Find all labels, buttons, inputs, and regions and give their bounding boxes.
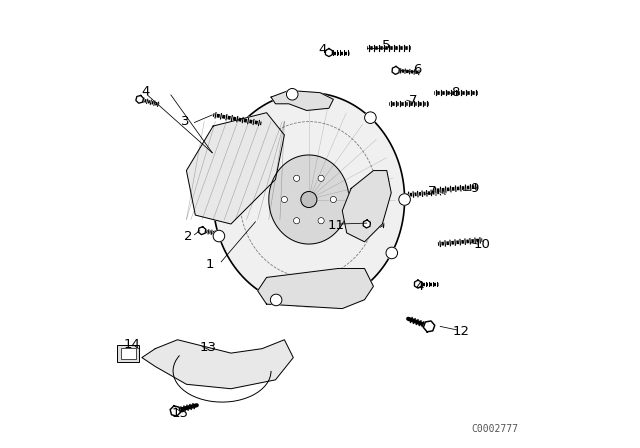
Circle shape	[294, 218, 300, 224]
Polygon shape	[213, 93, 404, 306]
Polygon shape	[142, 340, 293, 389]
Text: C0002777: C0002777	[471, 424, 518, 434]
Polygon shape	[186, 113, 284, 224]
Text: 7: 7	[428, 185, 436, 198]
Circle shape	[294, 175, 300, 181]
Polygon shape	[258, 268, 373, 309]
Text: 12: 12	[452, 325, 470, 338]
Circle shape	[386, 247, 397, 259]
Text: 3: 3	[181, 115, 190, 128]
Circle shape	[301, 191, 317, 207]
Text: 7: 7	[409, 94, 418, 107]
Polygon shape	[424, 321, 435, 332]
Text: 8: 8	[452, 86, 460, 99]
Polygon shape	[342, 171, 391, 242]
Text: 1: 1	[205, 258, 214, 271]
Polygon shape	[170, 406, 180, 416]
FancyBboxPatch shape	[121, 348, 136, 359]
Polygon shape	[269, 155, 349, 244]
Text: 10: 10	[473, 237, 490, 250]
Circle shape	[330, 196, 337, 202]
FancyBboxPatch shape	[117, 345, 139, 362]
Text: 14: 14	[124, 338, 141, 351]
Circle shape	[365, 112, 376, 124]
Text: 15: 15	[172, 407, 188, 420]
Circle shape	[318, 218, 324, 224]
Circle shape	[399, 194, 410, 205]
Polygon shape	[363, 220, 371, 228]
Polygon shape	[271, 90, 333, 111]
Circle shape	[270, 294, 282, 306]
Text: 5: 5	[381, 39, 390, 52]
Circle shape	[213, 230, 225, 242]
Circle shape	[318, 175, 324, 181]
Text: 13: 13	[199, 341, 216, 354]
Text: 4: 4	[415, 280, 424, 293]
Text: 2: 2	[184, 230, 192, 243]
Text: 4: 4	[318, 43, 326, 56]
Circle shape	[281, 196, 287, 202]
Polygon shape	[198, 227, 206, 235]
Polygon shape	[392, 66, 399, 74]
Text: 4: 4	[141, 85, 150, 98]
Polygon shape	[325, 48, 332, 56]
Polygon shape	[136, 95, 143, 103]
Text: 6: 6	[413, 63, 421, 76]
Text: 9: 9	[470, 182, 478, 195]
Text: 11: 11	[328, 219, 345, 232]
Polygon shape	[415, 280, 421, 288]
Circle shape	[287, 89, 298, 100]
